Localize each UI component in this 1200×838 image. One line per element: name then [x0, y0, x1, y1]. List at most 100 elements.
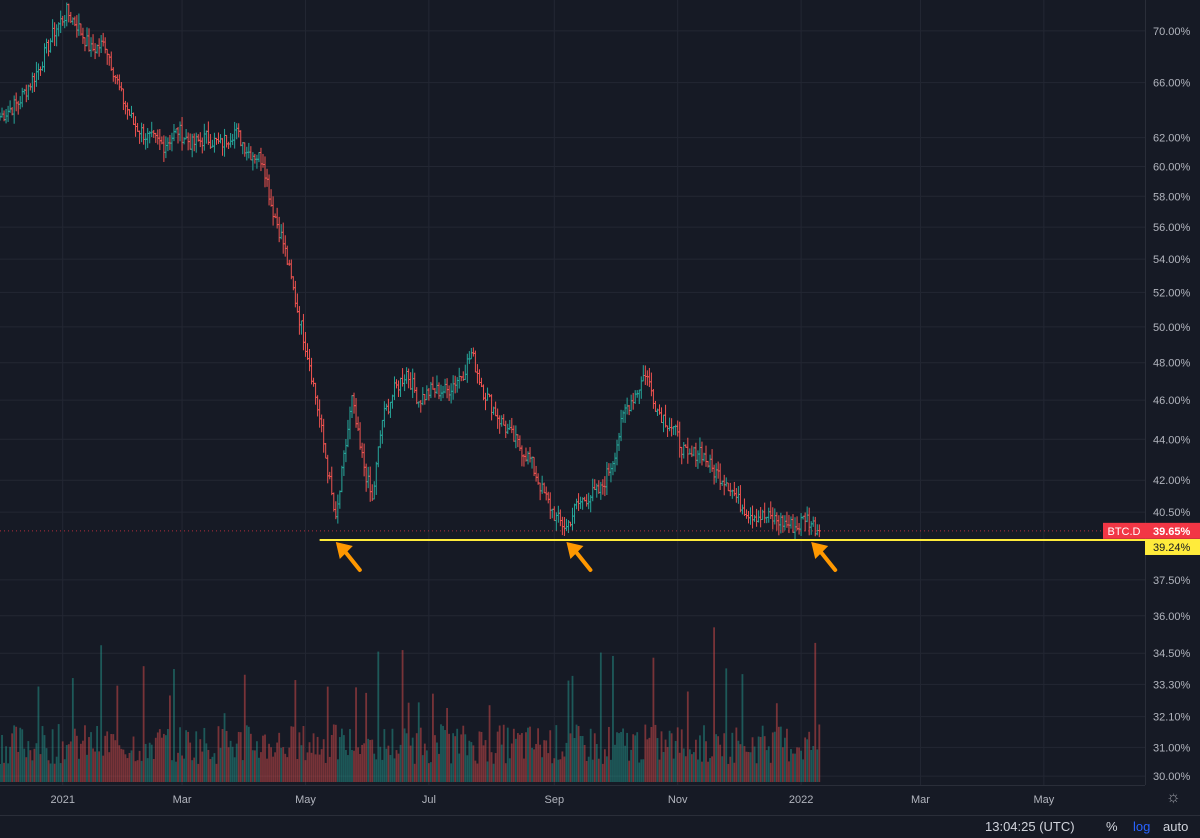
- volume-bar: [814, 642, 817, 782]
- volume-bar: [454, 736, 457, 782]
- percent-toggle[interactable]: %: [1106, 819, 1118, 834]
- volume-bar: [450, 763, 453, 782]
- time-tick-label: Jul: [422, 794, 436, 806]
- log-toggle[interactable]: log: [1133, 819, 1151, 834]
- volume-bar: [33, 748, 36, 782]
- volume-bar: [790, 749, 792, 782]
- volume-bar: [82, 740, 84, 782]
- volume-bar: [425, 750, 428, 782]
- volume-bar: [595, 744, 598, 782]
- volume-bar: [187, 731, 190, 782]
- volume-bar: [31, 760, 34, 782]
- arrow-head: [811, 541, 829, 559]
- volume-bar: [557, 759, 560, 782]
- volume-bar: [144, 743, 147, 782]
- volume-bar: [614, 744, 616, 782]
- volume-bar: [476, 763, 479, 782]
- volume-bar: [480, 731, 483, 782]
- price-tick-label: 70.00%: [1153, 26, 1191, 38]
- volume-bar: [484, 740, 487, 782]
- gear-icon[interactable]: ☼: [1166, 789, 1181, 806]
- price-tick-label: 31.00%: [1153, 742, 1191, 754]
- volume-bar: [692, 752, 695, 782]
- volume-bar: [106, 731, 109, 782]
- volume-bar: [395, 750, 398, 782]
- volume-bar: [124, 754, 127, 782]
- volume-bar: [11, 733, 14, 782]
- volume-bar: [385, 748, 388, 782]
- volume-bar: [727, 763, 730, 782]
- auto-toggle[interactable]: auto: [1163, 819, 1189, 834]
- volume-bar: [618, 733, 620, 782]
- volume-bar: [545, 740, 548, 782]
- volume-bar: [302, 725, 305, 782]
- volume-bar: [409, 745, 412, 782]
- volume-bar: [140, 760, 143, 782]
- volume-bar: [177, 752, 179, 782]
- volume-bar: [411, 737, 414, 782]
- price-tick-label: 66.00%: [1153, 78, 1191, 90]
- volume-bar: [397, 753, 400, 782]
- volume-bar: [514, 738, 517, 782]
- volume-bar: [266, 758, 268, 782]
- price-chart[interactable]: BTC.D: [0, 0, 1145, 785]
- volume-bar: [440, 724, 442, 782]
- volume-bar: [527, 727, 529, 782]
- volume-bar: [678, 752, 681, 782]
- volume-bar: [630, 749, 633, 782]
- volume-bar: [290, 726, 293, 782]
- volume-bar: [650, 726, 653, 782]
- volume-bar: [189, 742, 192, 782]
- volume-bar: [806, 739, 809, 782]
- volume-bar: [432, 693, 434, 782]
- time-axis[interactable]: 2021 Mar May Jul Sep Nov 2022 Mar May: [0, 785, 1145, 815]
- volume-bar: [86, 754, 88, 782]
- volume-bar: [312, 733, 315, 782]
- volume-bar: [367, 738, 370, 782]
- volume-bar: [765, 750, 768, 782]
- last-price-label: 39.65%: [1153, 526, 1191, 538]
- volume-bar: [203, 727, 206, 782]
- volume-bar: [229, 740, 232, 782]
- volume-bar: [674, 740, 677, 782]
- volume-bar: [500, 744, 503, 782]
- volume-bar: [593, 733, 596, 782]
- volume-bar: [292, 726, 295, 782]
- volume-bar: [108, 752, 111, 782]
- price-tick-label: 52.00%: [1153, 287, 1191, 299]
- volume-bar: [361, 744, 364, 782]
- price-tick-label: 62.00%: [1153, 133, 1191, 145]
- volume-bar: [249, 733, 252, 782]
- volume-bar: [241, 760, 244, 782]
- volume-bar: [421, 755, 424, 782]
- symbol-label: BTC.D: [1108, 526, 1141, 538]
- volume-bar: [1, 735, 3, 782]
- support-arrow: [566, 541, 593, 572]
- volume-bar: [741, 674, 744, 782]
- symbol-badge: [1103, 522, 1145, 539]
- volume-bar: [610, 759, 612, 782]
- volume-bar: [326, 686, 329, 782]
- price-tick-label: 34.50%: [1153, 648, 1191, 660]
- volume-bar: [112, 734, 115, 782]
- price-tick-label: 54.00%: [1153, 254, 1191, 266]
- volume-bar: [13, 725, 16, 782]
- volume-bar: [199, 739, 202, 782]
- volume-bar: [373, 753, 376, 782]
- volume-bar: [701, 761, 703, 782]
- volume-bar: [5, 746, 7, 782]
- volume-bar: [504, 763, 507, 782]
- volume-bar: [737, 740, 740, 782]
- volume-bar: [130, 750, 133, 782]
- volume-bar: [181, 755, 183, 782]
- volume-bar: [237, 731, 240, 782]
- volume-bar: [535, 743, 537, 782]
- volume-bar: [587, 756, 590, 782]
- volume-bar: [632, 734, 635, 782]
- volume-bar: [336, 759, 339, 782]
- volume-bar: [27, 741, 30, 782]
- volume-bar: [533, 749, 535, 782]
- volume-bar: [231, 746, 234, 782]
- volume-bar: [120, 748, 123, 782]
- price-axis[interactable]: 70.00% 66.00% 62.00% 60.00% 58.00% 56.00% 54.0…: [1145, 0, 1200, 785]
